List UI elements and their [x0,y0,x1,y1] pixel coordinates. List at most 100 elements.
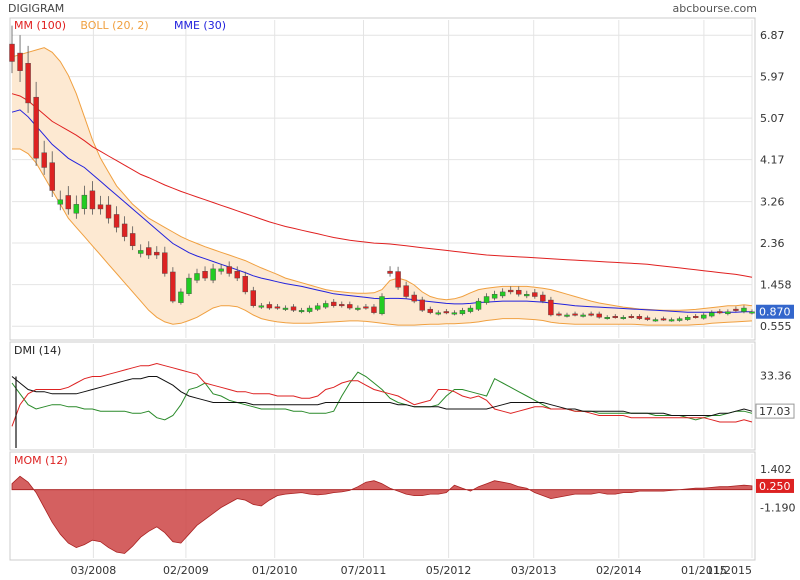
mom-legend-item: MOM (12) [14,454,68,467]
x-tick-label: 02/2014 [596,564,642,577]
candle-body [154,251,160,256]
price-y-tick: 0.555 [760,320,792,333]
candle-body [331,301,337,306]
candle-body [121,223,128,237]
legends: MM (100) BOLL (20, 2) MME (30) DMI (14) MOM … [14,19,226,467]
candle-body [290,306,297,311]
candle-body [644,317,651,320]
candle-body [322,303,329,308]
candle-body [459,310,466,315]
mom-last-tag [756,478,794,493]
candle-body [588,313,594,316]
candle-body [660,318,667,321]
candle-body [443,311,450,314]
candle-body [532,292,538,297]
mom-last-value: 0.250 [759,480,791,493]
candle-body [266,304,273,309]
momentum-panel [11,475,753,554]
ticker-label: DIGIGRAM [8,2,64,15]
candle-body [467,307,474,312]
candle-body [186,277,192,294]
candle-body [636,316,643,319]
candle-body [9,43,15,62]
price-legend-item: MM (100) [14,19,66,32]
candle-body [113,214,120,228]
candle-body [41,152,47,168]
price-y-tick: 5.97 [760,71,785,84]
dmi-y-tick: 33.36 [760,370,792,383]
candle-body [596,313,602,318]
dmi-series-line [11,362,753,427]
candle-body [282,307,289,310]
bollinger-upper-line [11,47,753,311]
price-y-tick: 4.17 [760,154,785,167]
candle-body [250,290,257,306]
candle-body [684,317,691,320]
price-panel [9,25,755,326]
price-y-tick: 2.36 [760,237,785,250]
candle-body [564,314,570,317]
candle-body [516,289,522,295]
candle-body [162,252,168,274]
candle-body [234,271,240,279]
candle-body [355,307,361,310]
price-panel-frame [9,17,756,341]
dmi-last-tag [755,403,795,419]
x-tick-label: 03/2013 [511,564,557,577]
candle-body [242,276,248,293]
candle-body [668,319,675,322]
dmi-last-value: 17.03 [759,405,791,418]
candle-body [701,314,707,319]
candle-body [741,307,747,312]
dmi-legend-item: DMI (14) [14,344,61,357]
candle-body [749,311,755,314]
candle-body [676,318,683,321]
candle-body [146,247,152,256]
price-y-tick: 5.07 [760,112,785,125]
source-label: abcbourse.com [673,2,757,15]
x-tick-label: 05/2012 [426,564,472,577]
candle-body [97,204,104,210]
candle-body [57,199,63,205]
candle-body [379,296,385,315]
candle-body [347,304,353,309]
candle-body [395,271,401,288]
candle-body [387,270,393,274]
candle-body [33,96,39,159]
candle-body [73,204,80,214]
candle-body [419,299,425,311]
candle-body [81,194,88,209]
candle-body [524,294,530,297]
price-last-value: 0.870 [759,306,791,319]
candle-body [339,304,345,307]
candle-body [363,306,369,309]
candle-body [105,204,112,219]
candle-body [580,314,586,317]
candle-body [628,316,635,318]
candle-body [170,271,176,302]
candle-body [258,305,265,308]
price-y-tick: 1.458 [760,279,792,292]
candle-body [49,162,55,191]
candle-body [137,250,144,254]
candle-body [475,300,482,310]
candle-body [451,312,458,315]
x-tick-label: 03/2008 [71,564,117,577]
candle-body [178,291,184,303]
candle-body [129,233,136,247]
momentum-area [11,475,753,554]
candle-body [717,311,723,314]
candle-body [411,294,417,302]
price-last-tag [756,304,794,319]
candle-body [65,195,72,210]
mom-y-tick: 1.402 [760,463,792,476]
candle-body [298,310,305,313]
price-legend-item: BOLL (20, 2) [80,19,148,32]
candle-body [306,307,313,312]
candle-body [403,285,409,297]
ma100-line [11,93,753,278]
candle-body [604,317,610,319]
dmi-panel-frame [9,341,756,451]
